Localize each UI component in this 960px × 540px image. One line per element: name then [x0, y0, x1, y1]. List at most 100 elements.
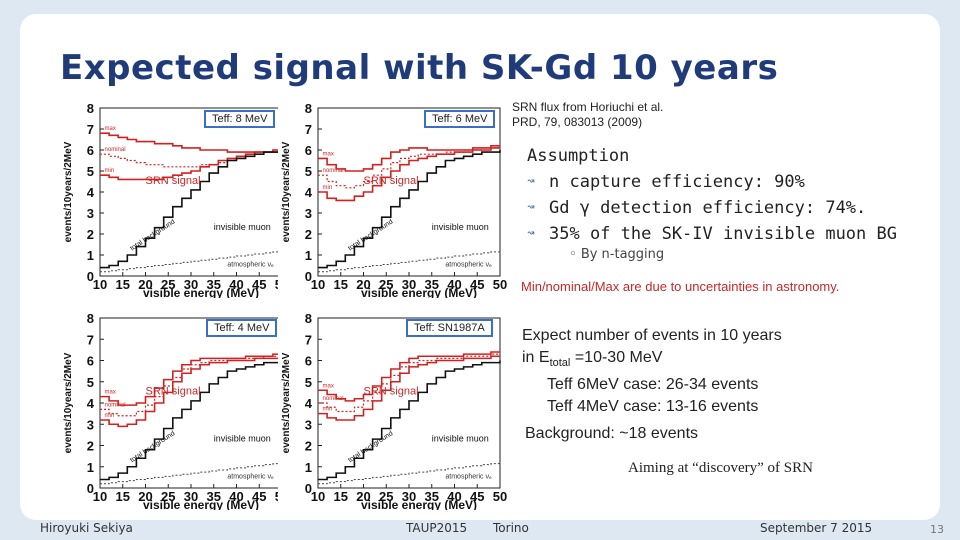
y-tick-label: 0 [87, 481, 94, 496]
x-tick-label: 30 [402, 277, 416, 292]
y-tick-label: 1 [305, 460, 312, 475]
x-tick-label: 45 [252, 489, 266, 504]
label-min: min [323, 407, 333, 413]
y-tick-label: 6 [305, 143, 312, 158]
assumption-sub-text: By n-tagging [580, 247, 665, 262]
x-tick-label: 40 [229, 277, 243, 292]
expectation-line-1: Expect number of events in 10 years [522, 327, 782, 344]
x-axis-label: visible energy (MeV) [361, 286, 477, 298]
x-tick-label: 10 [93, 277, 107, 292]
label-invisible-muon: invisible muon [432, 433, 489, 443]
assumption-bullet: 35% of the SK-IV invisible muon BG [527, 221, 897, 247]
x-tick-label: 30 [402, 489, 416, 504]
label-min: min [105, 168, 115, 174]
label-atmospheric: atmospheric νₑ [445, 262, 492, 269]
x-tick-label: 20 [138, 277, 152, 292]
chart-panel-6mev: 0 1 2 3 4 5 6 7 8 10 15 20 25 30 35 40 45 50 visible energ… [278, 100, 508, 298]
y-tick-label: 8 [305, 101, 312, 116]
label-srn-signal: SRN signal [146, 386, 201, 398]
x-tick-label: 20 [356, 277, 370, 292]
assumption-block: Assumption n capture efficiency: 90% Gd … [527, 146, 897, 262]
expectation-subscript: total [549, 357, 571, 370]
x-tick-label: 30 [184, 489, 198, 504]
background-estimate: Background: ~18 events [525, 425, 699, 442]
x-tick-label: 10 [311, 277, 325, 292]
y-tick-label: 7 [305, 122, 312, 137]
x-tick-label: 10 [311, 489, 325, 504]
label-nominal: nominal [105, 402, 126, 408]
x-tick-label: 45 [470, 489, 484, 504]
y-tick-label: 3 [305, 206, 312, 221]
label-max: max [105, 390, 116, 396]
y-tick-label: 1 [305, 248, 312, 263]
y-tick-label: 7 [305, 332, 312, 347]
series-max [318, 145, 500, 172]
y-tick-label: 8 [87, 311, 94, 326]
assumption-sub-bullet: ◦ By n-tagging [569, 247, 665, 262]
y-tick-label: 2 [305, 227, 312, 242]
series-nominal [100, 355, 282, 417]
reference-line-1: SRN flux from Horiuchi et al. [512, 100, 664, 114]
assumption-bullet: Gd γ detection efficiency: 74%. [527, 195, 897, 221]
x-tick-label: 25 [379, 277, 393, 292]
label-nominal: nominal [105, 147, 126, 153]
series-min [100, 149, 282, 181]
label-max: max [323, 151, 334, 157]
series-min [318, 147, 500, 202]
x-axis-label: visible energy (MeV) [143, 286, 259, 298]
uncertainty-note: Min/nominal/Max are due to uncertainties… [521, 279, 840, 294]
y-tick-label: 5 [305, 375, 312, 390]
assumption-bullet: n capture efficiency: 90% [527, 169, 897, 195]
slide-title: Expected signal with SK-Gd 10 years [60, 48, 779, 88]
y-tick-label: 3 [87, 206, 94, 221]
x-tick-label: 15 [334, 489, 348, 504]
series-total-background [318, 150, 501, 269]
label-atmospheric: atmospheric νₑ [445, 473, 492, 480]
label-invisible-muon: invisible muon [214, 433, 271, 443]
label-invisible-muon: invisible muon [214, 222, 271, 232]
x-tick-label: 40 [447, 489, 461, 504]
x-tick-label: 35 [425, 277, 439, 292]
series-total-background [100, 150, 283, 269]
label-nominal: nominal [323, 396, 344, 402]
series-atmospheric [100, 462, 283, 485]
y-tick-label: 0 [87, 269, 94, 284]
label-invisible-muon: invisible muon [432, 222, 489, 232]
assumption-heading: Assumption [527, 146, 630, 166]
chart-tag-8mev: Teff: 8 MeV [204, 110, 276, 128]
expectation-case-4mev: Teff 4MeV case: 13-16 events [547, 398, 759, 416]
reference-note: SRN flux from Horiuchi et al. PRD, 79, 0… [512, 100, 663, 130]
y-tick-label: 4 [87, 396, 95, 411]
label-srn-signal: SRN signal [364, 175, 419, 187]
x-tick-label: 15 [334, 277, 348, 292]
x-tick-label: 10 [93, 489, 107, 504]
label-srn-signal: SRN signal [364, 386, 419, 398]
series-min [318, 355, 500, 421]
x-tick-label: 20 [138, 489, 152, 504]
y-tick-label: 6 [87, 354, 94, 369]
x-tick-label: 35 [425, 489, 439, 504]
chart-tag-sn1987a: Teff: SN1987A [406, 319, 493, 337]
x-tick-label: 50 [493, 489, 507, 504]
x-axis-label: visible energy (MeV) [143, 498, 259, 510]
x-tick-label: 20 [356, 489, 370, 504]
footer-date: September 7 2015 [760, 521, 873, 535]
label-atmospheric: atmospheric νₑ [227, 473, 274, 480]
x-tick-label: 25 [379, 489, 393, 504]
x-tick-label: 25 [161, 277, 175, 292]
y-axis-label: events/10years/2MeV [281, 141, 292, 242]
y-tick-label: 6 [87, 143, 94, 158]
expectation-range: =10-30 MeV [570, 349, 663, 366]
page-number: 13 [930, 523, 944, 536]
label-srn-signal: SRN signal [146, 175, 201, 187]
x-tick-label: 15 [116, 489, 130, 504]
footer-conference: TAUP2015 [406, 521, 468, 535]
y-axis-label: events/10years/2MeV [63, 352, 74, 453]
series-atmospheric [100, 250, 283, 273]
series-atmospheric [318, 250, 501, 273]
